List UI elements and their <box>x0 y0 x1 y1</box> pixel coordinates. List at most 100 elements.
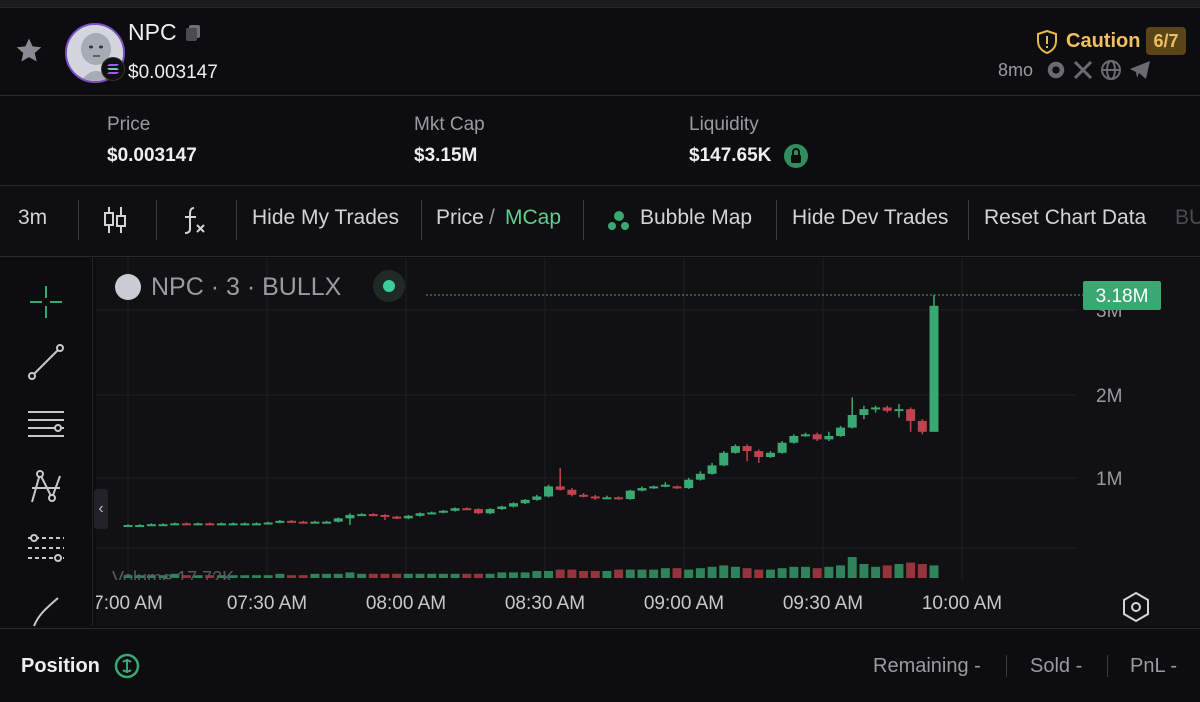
indicators-fx-icon[interactable] <box>180 204 208 236</box>
candle-body <box>929 305 939 432</box>
volume-bar <box>719 565 729 578</box>
x-axis-label: 09:30 AM <box>783 593 863 614</box>
copy-icon[interactable] <box>183 23 203 43</box>
candle-body <box>871 407 881 410</box>
candle-body <box>695 473 705 480</box>
toolbar-divider <box>421 200 422 240</box>
position-label: Position <box>21 655 100 677</box>
candle-body <box>742 446 752 452</box>
volume-bar <box>240 575 250 578</box>
trend-line-icon[interactable] <box>26 342 66 382</box>
toolbar-divider <box>156 200 157 240</box>
candle-body <box>170 523 180 526</box>
candle-body <box>123 525 133 528</box>
x-axis-label: 08:00 AM <box>366 593 446 614</box>
volume-bar <box>684 569 694 578</box>
token-avatar[interactable] <box>65 23 125 83</box>
telegram-icon[interactable] <box>1128 59 1152 81</box>
candle-body <box>859 409 869 415</box>
candle-body <box>287 520 297 523</box>
candle-body <box>625 490 635 499</box>
volume-bar <box>707 566 717 578</box>
volume-bar <box>544 571 554 578</box>
bubble-map-icon[interactable] <box>606 208 632 234</box>
caution-score-badge[interactable]: 6/7 <box>1146 27 1186 55</box>
hide-dev-trades-button[interactable]: Hide Dev Trades <box>792 206 949 229</box>
candle-body <box>555 486 565 490</box>
candle-body <box>310 521 320 524</box>
volume-bar <box>579 571 589 578</box>
collapse-tools-tab[interactable]: ‹ <box>94 489 108 529</box>
star-icon[interactable] <box>14 36 44 66</box>
token-age: 8mo <box>998 60 1034 80</box>
hide-my-trades-button[interactable]: Hide My Trades <box>252 206 400 229</box>
volume-bar <box>333 573 343 578</box>
chart-legend: NPC · 3 · BULLX <box>151 273 342 301</box>
candle-body <box>357 514 367 517</box>
candle-body <box>765 452 775 457</box>
candle-body <box>824 436 834 440</box>
volume-bar <box>462 573 472 578</box>
candle-body <box>368 514 378 517</box>
candlestick-icon[interactable] <box>102 205 128 235</box>
volume-bar <box>754 569 764 578</box>
live-dot <box>383 280 395 292</box>
toolbar-divider <box>78 200 79 240</box>
chart-settings-icon[interactable] <box>1123 591 1149 623</box>
volume-bar <box>310 573 320 578</box>
volume-bar <box>123 575 133 578</box>
x-axis-label: 09:00 AM <box>644 593 724 614</box>
volume-bar <box>859 564 869 578</box>
last-value-label: 3.18M <box>1096 286 1149 307</box>
volume-bar <box>473 573 483 578</box>
candle-body <box>847 415 857 428</box>
candle-body <box>380 514 390 517</box>
brush-tool-icon[interactable] <box>26 592 66 632</box>
chart-toolbar: 3m Hide My Trades Price / MCap Bubble Ma… <box>0 185 1200 257</box>
candle-body <box>719 452 729 466</box>
globe-icon[interactable] <box>1100 59 1122 81</box>
horizontal-lines-icon[interactable] <box>26 406 66 446</box>
search-link-icon[interactable] <box>1044 59 1068 81</box>
mcap-toggle[interactable]: MCap <box>505 206 562 229</box>
candle-body <box>567 489 577 495</box>
caution-label[interactable]: Caution <box>1066 30 1141 52</box>
bubble-map-button[interactable]: Bubble Map <box>640 206 753 229</box>
drawing-tools-panel <box>0 258 93 627</box>
volume-bar <box>251 575 261 578</box>
crosshair-icon[interactable] <box>26 282 66 322</box>
volume-bar <box>228 575 238 578</box>
candle-body <box>579 494 589 497</box>
volume-bar <box>906 562 916 578</box>
volume-bar <box>275 573 285 578</box>
toolbar-overflow-item[interactable]: BU <box>1175 206 1200 229</box>
volume-bar <box>345 572 355 578</box>
refresh-icon[interactable] <box>114 653 140 679</box>
volume-bar <box>882 565 892 578</box>
x-twitter-icon[interactable] <box>1072 59 1094 81</box>
volume-bar <box>158 575 168 578</box>
pattern-tool-icon[interactable] <box>26 468 66 508</box>
candle-body <box>450 508 460 511</box>
bottom-divider <box>1006 655 1007 677</box>
fib-levels-icon[interactable] <box>26 530 66 570</box>
header-divider <box>0 95 1200 96</box>
stat-mktcap-label: Mkt Cap <box>414 114 485 135</box>
volume-bar <box>485 573 495 578</box>
y-axis-label: 1M <box>1096 469 1122 490</box>
candle-body <box>614 497 624 500</box>
price-toggle[interactable]: Price <box>436 206 484 229</box>
interval-selector[interactable]: 3m <box>18 206 48 229</box>
reset-chart-data-button[interactable]: Reset Chart Data <box>984 206 1147 229</box>
shield-icon <box>1037 30 1057 54</box>
volume-bar <box>929 565 939 578</box>
candle-body <box>801 434 811 437</box>
candle-body <box>754 451 764 457</box>
volume-bar <box>450 573 460 578</box>
candle-body <box>707 465 717 474</box>
volume-bar <box>812 568 822 578</box>
candle-body <box>438 510 448 513</box>
volume-bar <box>824 566 834 578</box>
candle-body <box>345 514 355 519</box>
